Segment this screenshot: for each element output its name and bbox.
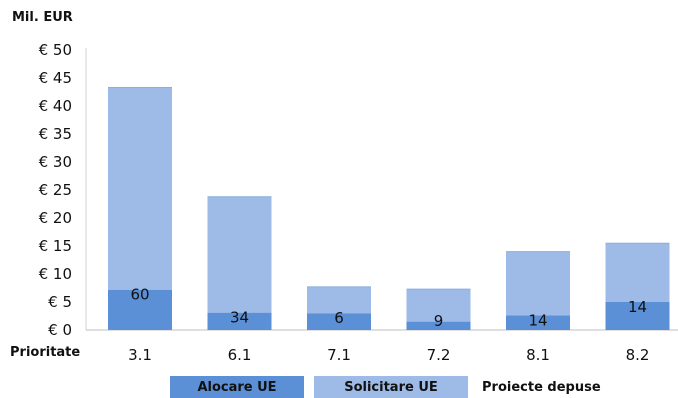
y-tick-label: € 50 [39,41,72,59]
bar-alocare [605,302,670,330]
bar-solicitare [207,196,272,313]
plot-area [86,48,678,330]
legend: Alocare UE Solicitare UE Proiecte depuse [170,376,632,398]
bar-solicitare [406,289,471,322]
bar-alocare [307,313,371,330]
bar-alocare [207,312,272,330]
legend-item-solicitare: Solicitare UE [314,376,468,398]
x-tick-label: 3.1 [128,346,152,364]
bars [108,87,670,330]
y-tick-label: € 25 [39,181,72,199]
unit-label: Mil. EUR [12,10,73,25]
y-tick-labels: € 0 € 5 € 10 € 15 € 20 € 25 € 30 € 35 € 40 € 45 € … [39,41,72,339]
bar-alocare [108,289,172,330]
y-tick-label: € 35 [39,125,72,143]
y-tick-label: € 5 [48,293,72,311]
y-tick-label: € 45 [39,69,72,87]
x-tick-label: 7.1 [327,346,351,364]
data-label-projects: 14 [528,311,547,329]
x-axis-label: Prioritate [10,345,81,360]
y-tick-label: € 0 [48,321,72,339]
legend-item-alocare: Alocare UE [170,376,304,398]
data-label-projects: 60 [130,286,149,304]
y-tick-label: € 30 [39,153,72,171]
data-labels: 60 34 6 9 14 14 [130,286,647,330]
x-tick-label: 8.2 [626,346,650,364]
legend-item-proiecte: Proiecte depuse [482,379,601,395]
x-tick-label: 7.2 [427,346,451,364]
bar-solicitare [307,286,371,314]
y-tick-label: € 20 [39,209,72,227]
bar-solicitare [506,251,570,316]
x-tick-label: 6.1 [228,346,252,364]
x-tick-label: 8.1 [526,346,550,364]
bar-alocare [406,321,471,330]
data-label-projects: 6 [334,309,344,327]
y-tick-label: € 40 [39,97,72,115]
x-tick-labels: 3.1 6.1 7.1 7.2 8.1 8.2 [128,346,649,364]
y-tick-label: € 15 [39,237,72,255]
bar-alocare [506,315,570,330]
y-tick-label: € 10 [39,265,72,283]
data-label-projects: 14 [628,298,647,316]
data-label-projects: 34 [230,309,249,327]
data-label-projects: 9 [434,312,444,330]
bar-solicitare [108,87,172,290]
bar-solicitare [605,243,670,302]
